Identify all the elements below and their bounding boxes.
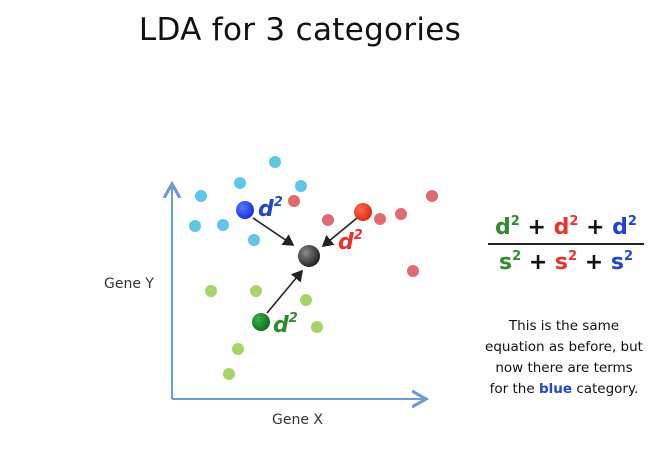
fraction-bar [488, 243, 644, 245]
caption-highlight-blue: blue [538, 381, 573, 397]
numerator-term-blue: d2 [612, 214, 637, 240]
plus-sign: + [528, 250, 548, 275]
numerator-term-green: d2 [495, 214, 520, 240]
lightgreen-point [205, 285, 217, 297]
lightgreen-point [232, 343, 244, 355]
plus-sign: + [584, 250, 604, 275]
caption-line: for the blue category. [489, 381, 639, 397]
cyan-point [269, 156, 281, 168]
pink-point [426, 190, 438, 202]
denominator-term-red: s2 [554, 249, 578, 275]
lightgreen-point [300, 294, 312, 306]
lightgreen-point [250, 285, 262, 297]
cyan-point [248, 234, 260, 246]
formula-denominator: s2 + s2 + s2 [478, 249, 654, 275]
pink-point [322, 214, 334, 226]
blue-d-squared-label: d2 [258, 195, 283, 222]
denominator-term-blue: s2 [610, 249, 634, 275]
x-axis-label: Gene X [272, 412, 323, 428]
caption-text: This is the same equation as before, but… [464, 316, 662, 400]
red-d-squared-label: d2 [338, 228, 363, 255]
pink-point [407, 265, 419, 277]
formula-numerator: d2 + d2 + d2 [478, 214, 654, 240]
cyan-point [195, 190, 207, 202]
blue-category-center [236, 201, 254, 219]
caption-line: now there are terms [495, 360, 633, 376]
blue-to-center-arrow [252, 217, 295, 246]
cyan-point [234, 177, 246, 189]
red-to-center-arrow [321, 217, 358, 248]
pink-point [374, 213, 386, 225]
slide-title: LDA for 3 categories [138, 12, 462, 48]
y-axis-label: Gene Y [104, 276, 154, 292]
overall-center [298, 245, 320, 267]
cyan-point [217, 219, 229, 231]
red-category-center [354, 203, 372, 221]
pink-point [395, 208, 407, 220]
cyan-point [295, 180, 307, 192]
caption-line: This is the same [508, 318, 620, 334]
green-category-center [252, 313, 270, 331]
caption-line: equation as before, but [485, 339, 643, 355]
lda-formula: d2 + d2 + d2 s2 + s2 + s2 [478, 214, 654, 275]
plus-sign: + [586, 215, 605, 240]
numerator-term-red: d2 [553, 214, 579, 240]
green-d-squared-label: d2 [273, 311, 298, 338]
cyan-point [189, 220, 201, 232]
plus-sign: + [527, 215, 546, 240]
lightgreen-point [311, 321, 323, 333]
lightgreen-point [223, 368, 235, 380]
green-to-center-arrow [266, 269, 304, 314]
pink-point [288, 195, 300, 207]
denominator-term-green: s2 [498, 249, 522, 275]
